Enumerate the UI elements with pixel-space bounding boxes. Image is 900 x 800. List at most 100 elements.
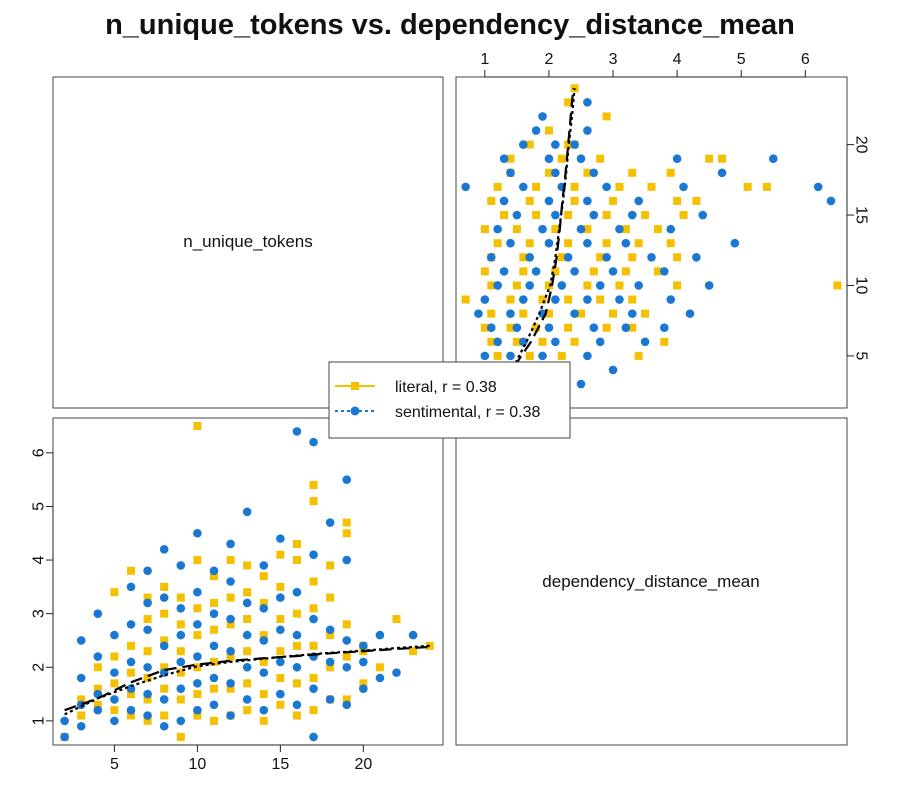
upper-point-literal xyxy=(506,154,515,163)
upper-point-literal xyxy=(493,351,502,360)
lower-point-sentimental xyxy=(176,630,186,640)
lower-point-sentimental xyxy=(226,539,235,549)
upper-point-sentimental xyxy=(666,224,676,234)
lower-y-tick-label: 6 xyxy=(31,448,48,457)
lower-point-literal xyxy=(326,663,335,672)
upper-x-tick-label: 6 xyxy=(801,51,810,68)
lower-point-literal xyxy=(176,593,185,602)
upper-point-sentimental xyxy=(717,168,727,178)
upper-x-tick-label: 4 xyxy=(673,51,682,68)
upper-point-literal xyxy=(564,98,573,107)
lower-point-sentimental xyxy=(110,630,119,640)
lower-point-sentimental xyxy=(309,614,318,624)
panel-top-right xyxy=(455,76,848,409)
upper-point-sentimental xyxy=(730,238,740,248)
lower-point-sentimental xyxy=(242,662,252,672)
lower-point-sentimental xyxy=(176,684,186,694)
upper-point-sentimental xyxy=(602,252,611,262)
lower-point-sentimental xyxy=(159,695,169,704)
lower-point-literal xyxy=(292,556,301,565)
upper-point-literal xyxy=(512,225,521,234)
upper-point-literal xyxy=(589,267,598,276)
upper-point-sentimental xyxy=(557,281,567,290)
upper-point-sentimental xyxy=(461,182,470,192)
upper-point-sentimental xyxy=(538,224,547,234)
lower-point-sentimental xyxy=(226,679,235,688)
upper-point-literal xyxy=(538,295,547,304)
legend-marker-literal xyxy=(351,382,359,390)
lower-point-sentimental xyxy=(259,604,269,613)
lower-point-sentimental xyxy=(110,716,119,726)
legend-label-literal: literal, r = 0.38 xyxy=(395,379,497,396)
upper-point-literal xyxy=(461,295,470,304)
upper-point-literal xyxy=(762,182,771,191)
upper-y-tick-label: 20 xyxy=(853,136,870,154)
upper-point-literal xyxy=(487,337,496,346)
upper-point-literal xyxy=(653,267,662,276)
lower-point-literal xyxy=(160,711,169,720)
lower-point-literal xyxy=(243,588,252,597)
lower-point-sentimental xyxy=(126,684,136,694)
lower-point-literal xyxy=(276,647,285,656)
upper-point-sentimental xyxy=(704,281,714,290)
upper-point-literal xyxy=(564,140,573,149)
upper-point-literal xyxy=(551,225,560,234)
upper-point-literal xyxy=(480,323,489,332)
lower-point-literal xyxy=(309,497,318,506)
lower-point-literal xyxy=(276,673,285,682)
lower-point-sentimental xyxy=(209,609,219,618)
upper-point-sentimental xyxy=(583,196,592,206)
upper-point-literal xyxy=(596,295,605,304)
upper-point-literal xyxy=(493,239,502,248)
upper-point-literal xyxy=(544,281,553,290)
lower-point-literal xyxy=(160,636,169,645)
lower-point-literal xyxy=(143,673,152,682)
lower-point-literal xyxy=(176,647,185,656)
lower-point-sentimental xyxy=(309,437,318,447)
upper-point-sentimental xyxy=(519,337,528,347)
lower-point-literal xyxy=(77,695,86,704)
lower-point-literal xyxy=(143,615,152,624)
lower-point-literal xyxy=(309,577,318,586)
lower-point-literal xyxy=(425,641,434,650)
upper-panel-marks xyxy=(461,84,842,403)
upper-point-literal xyxy=(480,225,489,234)
lower-point-sentimental xyxy=(193,528,202,538)
upper-point-literal xyxy=(602,239,611,248)
upper-point-literal xyxy=(621,267,630,276)
lower-point-sentimental xyxy=(110,668,119,677)
upper-point-sentimental xyxy=(538,351,547,361)
lower-point-literal xyxy=(292,679,301,688)
lower-point-sentimental xyxy=(342,700,352,710)
lower-point-sentimental xyxy=(276,534,285,543)
upper-point-literal xyxy=(564,323,573,332)
upper-point-sentimental xyxy=(493,281,502,290)
lower-x-tick-label: 5 xyxy=(110,756,119,773)
lower-point-literal xyxy=(309,706,318,715)
lower-point-sentimental xyxy=(143,711,152,720)
lower-point-sentimental xyxy=(143,598,152,608)
lower-point-literal xyxy=(209,716,218,725)
lower-point-sentimental xyxy=(176,561,186,570)
upper-point-sentimental xyxy=(576,154,586,163)
lower-point-sentimental xyxy=(60,716,69,726)
lower-point-sentimental xyxy=(209,566,219,576)
upper-y-tick-label: 5 xyxy=(853,351,870,360)
upper-point-sentimental xyxy=(595,337,605,347)
lower-point-sentimental xyxy=(408,630,418,640)
lower-point-sentimental xyxy=(76,721,86,731)
upper-point-sentimental xyxy=(647,252,656,262)
upper-point-literal xyxy=(718,154,727,163)
lower-point-sentimental xyxy=(193,679,202,688)
upper-point-sentimental xyxy=(493,224,502,234)
upper-x-tick-label: 3 xyxy=(609,51,618,68)
upper-point-sentimental xyxy=(551,295,560,304)
lower-point-literal xyxy=(342,695,351,704)
lower-point-literal xyxy=(259,657,268,666)
upper-point-literal xyxy=(557,351,566,360)
upper-point-literal xyxy=(570,182,579,191)
lower-point-sentimental xyxy=(259,561,269,570)
upper-point-literal xyxy=(570,196,579,205)
upper-point-literal xyxy=(666,168,675,177)
lower-point-literal xyxy=(143,647,152,656)
